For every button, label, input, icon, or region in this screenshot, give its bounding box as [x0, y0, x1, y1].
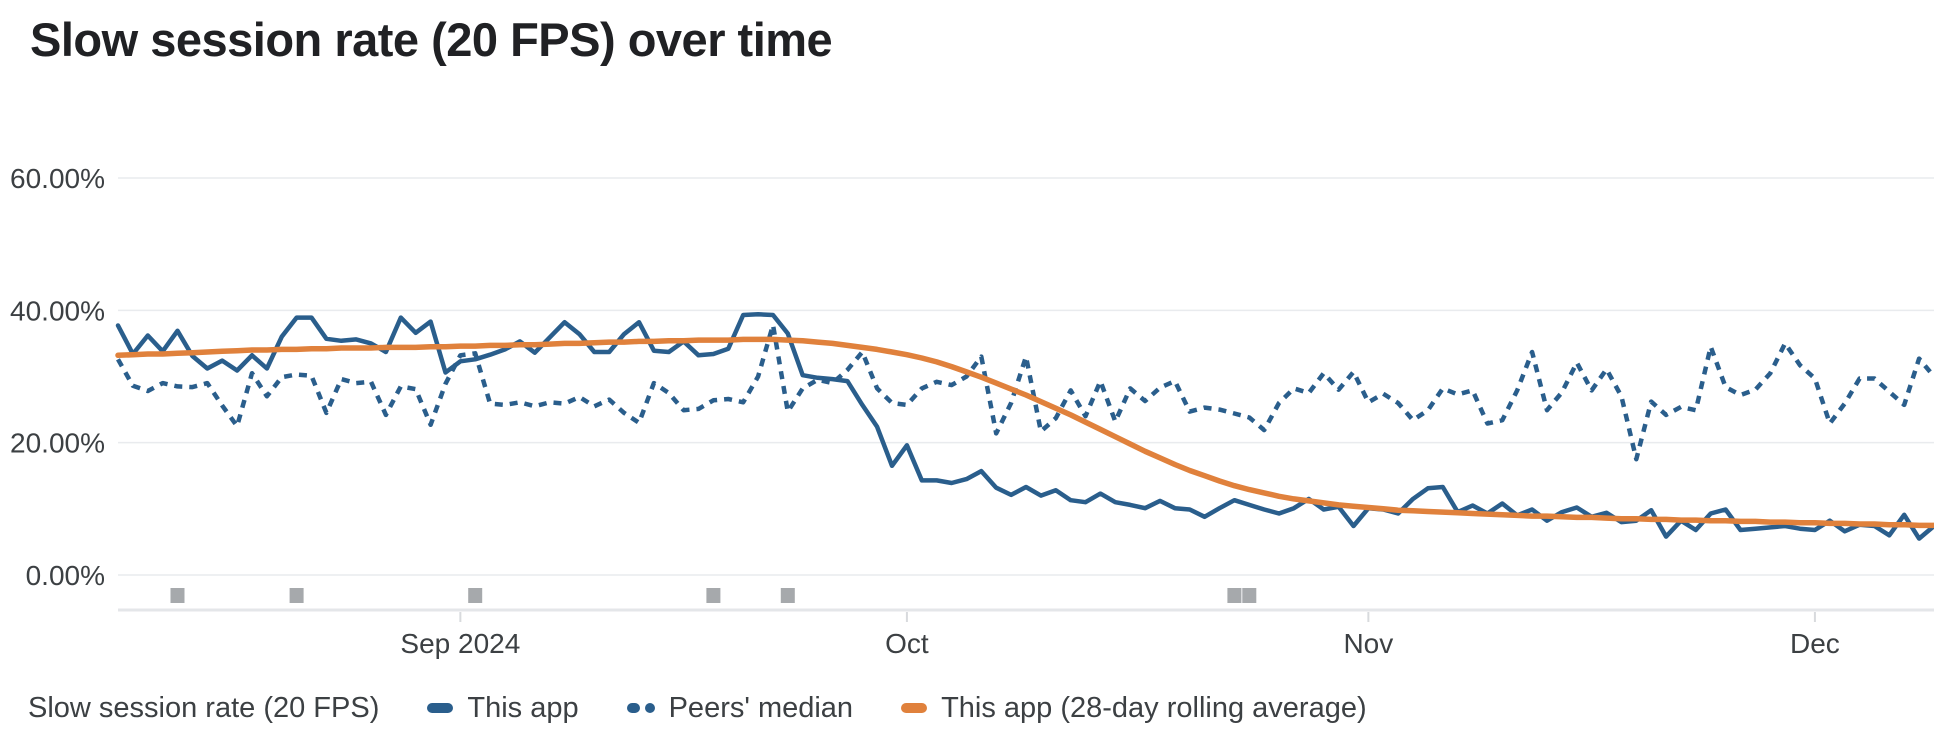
chart-title: Slow session rate (20 FPS) over time: [30, 13, 833, 66]
legend-item-peers-median: Peers' median: [626, 691, 854, 725]
y-axis-label: 20.00%: [10, 428, 105, 459]
series-line-peers-median[interactable]: [116, 322, 1934, 462]
y-axis-label: 0.00%: [26, 560, 105, 591]
x-axis-label: Oct: [885, 628, 929, 659]
legend-item-label: Peers' median: [668, 691, 854, 724]
y-axis-label: 40.00%: [10, 295, 105, 326]
release-marker[interactable]: [1242, 588, 1257, 603]
y-axis-label: 60.00%: [10, 163, 105, 194]
x-axis-label: Sep 2024: [400, 628, 520, 659]
release-marker[interactable]: [289, 588, 304, 603]
release-marker[interactable]: [780, 588, 795, 603]
release-marker[interactable]: [170, 588, 185, 603]
rolling-average-line-swatch-icon: [901, 703, 928, 713]
release-marker[interactable]: [706, 588, 721, 603]
release-marker[interactable]: [1227, 588, 1242, 603]
series-line-rolling-avg[interactable]: [115, 336, 1934, 529]
legend-title: Slow session rate (20 FPS): [28, 691, 380, 724]
legend-item-this-app: This app: [427, 691, 579, 725]
chart-svg[interactable]: 60.00% 40.00% 20.00% 0.00% Sep 2024 Oct Nov Dec: [0, 0, 1934, 680]
legend-item-label: This app: [467, 691, 579, 724]
x-axis-label: Dec: [1790, 628, 1840, 659]
x-axis-label: Nov: [1343, 628, 1393, 659]
release-marker[interactable]: [468, 588, 483, 603]
this-app-line-swatch-icon: [427, 703, 454, 713]
legend-item-rolling-average: This app (28-day rolling average): [901, 692, 1367, 725]
chart-legend: Slow session rate (20 FPS) This app Peer…: [28, 688, 1367, 728]
legend-item-label: This app (28-day rolling average): [941, 691, 1367, 724]
peers-median-dashed-swatch-icon: [626, 703, 655, 713]
